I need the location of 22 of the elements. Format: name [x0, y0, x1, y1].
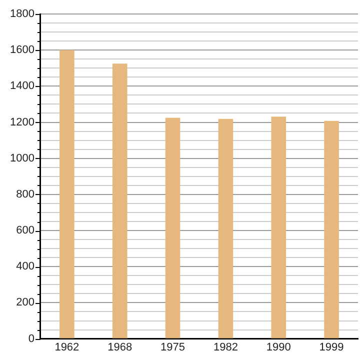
x-tick-label: 1999 — [319, 341, 344, 354]
y-tick-label: 200 — [16, 296, 34, 309]
y-tick-label: 800 — [16, 188, 34, 200]
bar — [60, 50, 74, 338]
bar — [271, 116, 286, 338]
x-tick-label: 1962 — [54, 341, 80, 354]
y-tick-label: 1800 — [10, 8, 34, 20]
x-tick-label: 1975 — [160, 341, 186, 354]
y-tick-label: 0 — [28, 332, 34, 345]
x-tick-label: 1990 — [266, 341, 291, 354]
y-tick-label: 400 — [16, 260, 34, 273]
y-tick-label: 600 — [16, 224, 34, 237]
x-tick-label: 1982 — [213, 341, 238, 354]
bar — [112, 64, 128, 338]
y-tick-label: 1600 — [10, 44, 34, 56]
bar — [218, 118, 234, 338]
y-tick-label: 1400 — [10, 80, 34, 92]
y-tick-label: 1200 — [10, 116, 34, 128]
x-tick-label: 1968 — [108, 341, 132, 354]
y-tick-label: 1000 — [10, 152, 34, 164]
bar — [165, 118, 180, 338]
bar — [324, 120, 339, 338]
